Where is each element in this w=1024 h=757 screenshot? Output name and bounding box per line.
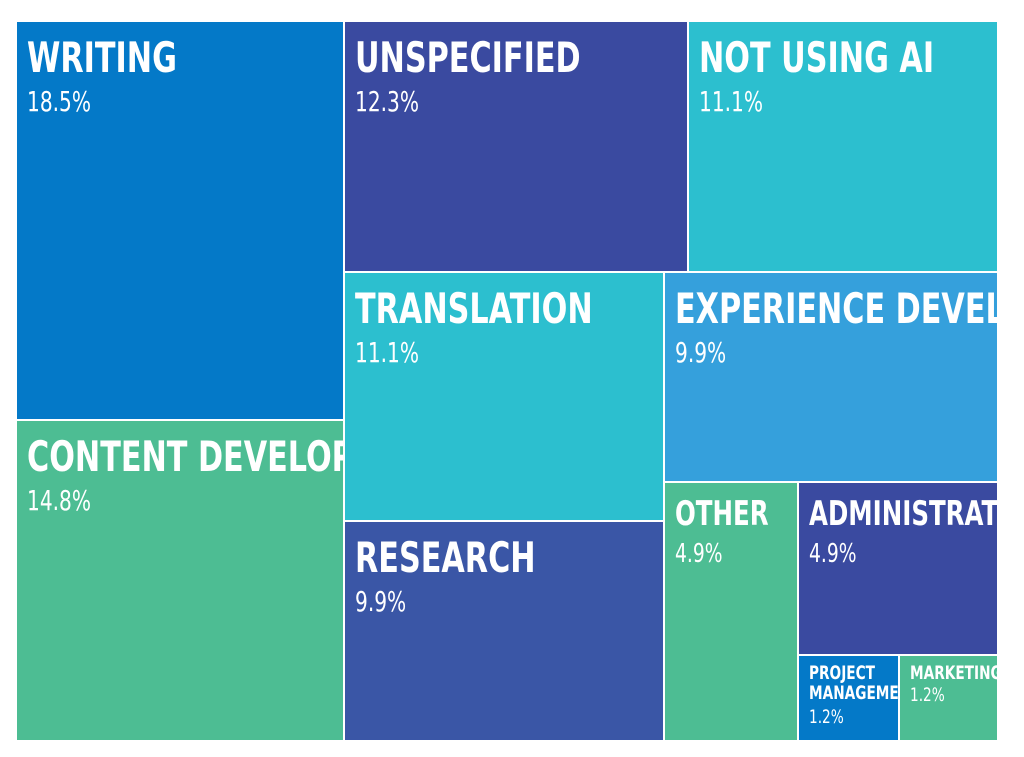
treemap-tile-other: OTHER 4.9% — [665, 483, 797, 740]
tile-label-translation: TRANSLATION — [355, 284, 593, 333]
treemap-tile-content-development: CONTENT DEVELOPMENT14.8% — [17, 421, 343, 740]
tile-label-other: OTHER — [675, 494, 769, 534]
tile-label-project-management: PROJECT MANAGEMENT — [809, 662, 898, 704]
tile-value-marketing: 1.2% — [910, 684, 945, 706]
treemap-tile-research: RESEARCH 9.9% — [345, 522, 663, 740]
tile-label-content-development: CONTENT DEVELOPMENT — [27, 432, 343, 481]
tile-value-project-management: 1.2% — [809, 706, 844, 728]
treemap-tile-writing: WRITING 18.5% — [17, 22, 343, 419]
tile-value-content-development: 14.8% — [27, 484, 92, 517]
tile-value-not-using-ai: 11.1% — [699, 85, 764, 118]
tile-value-unspecified: 12.3% — [355, 85, 420, 118]
tile-label-administrative: ADMINISTRATIVE — [809, 494, 997, 534]
tile-value-writing: 18.5% — [27, 85, 92, 118]
tile-label-research: RESEARCH — [355, 533, 536, 582]
treemap-tile-translation: TRANSLATION 11.1% — [345, 273, 663, 520]
tile-value-administrative: 4.9% — [809, 539, 857, 569]
tile-label-not-using-ai: NOT USING AI — [699, 33, 935, 82]
tile-value-experience-development: 9.9% — [675, 336, 727, 369]
treemap-tile-project-management: PROJECT MANAGEMENT1.2% — [799, 656, 898, 740]
treemap-tile-experience-development: EXPERIENCE DEVELOPMENT9.9% — [665, 273, 997, 481]
tile-label-unspecified: UNSPECIFIED — [355, 33, 581, 82]
treemap-tile-unspecified: UNSPECIFIED 12.3% — [345, 22, 687, 271]
treemap-tile-marketing: MARKETING 1.2% — [900, 656, 997, 740]
tile-value-other: 4.9% — [675, 539, 723, 569]
tile-label-experience-development: EXPERIENCE DEVELOPMENT — [675, 284, 997, 333]
treemap-tile-not-using-ai: NOT USING AI 11.1% — [689, 22, 997, 271]
treemap-tile-administrative: ADMINISTRATIVE 4.9% — [799, 483, 997, 654]
tile-label-writing: WRITING — [27, 33, 177, 82]
tile-value-research: 9.9% — [355, 585, 407, 618]
tile-value-translation: 11.1% — [355, 336, 420, 369]
tile-label-marketing: MARKETING — [910, 662, 997, 684]
